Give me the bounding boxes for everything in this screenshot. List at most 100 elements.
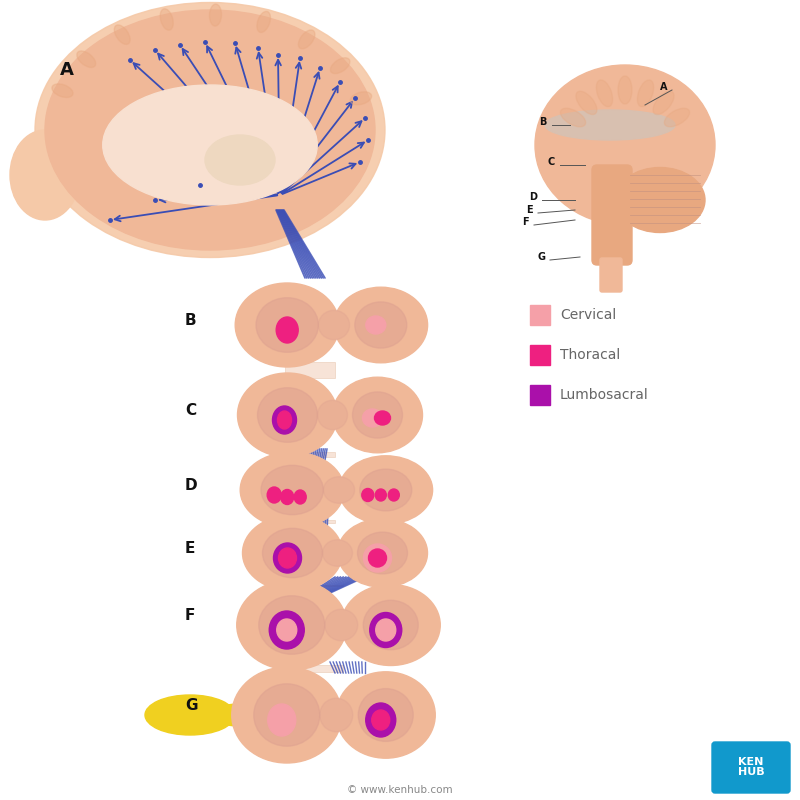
- Text: G: G: [185, 698, 198, 713]
- Ellipse shape: [362, 409, 382, 427]
- Ellipse shape: [366, 316, 386, 334]
- Text: KEN
HUB: KEN HUB: [738, 757, 764, 778]
- Ellipse shape: [240, 452, 344, 528]
- Ellipse shape: [358, 689, 414, 742]
- Ellipse shape: [376, 619, 396, 641]
- Text: D: D: [529, 192, 537, 202]
- Ellipse shape: [267, 487, 282, 503]
- Ellipse shape: [596, 80, 613, 106]
- Ellipse shape: [618, 76, 632, 104]
- Ellipse shape: [270, 611, 304, 649]
- Ellipse shape: [10, 130, 80, 220]
- Ellipse shape: [52, 84, 73, 98]
- Text: G: G: [537, 252, 545, 262]
- Ellipse shape: [360, 469, 412, 511]
- Ellipse shape: [274, 543, 302, 573]
- Text: E: E: [185, 541, 195, 556]
- Ellipse shape: [254, 684, 320, 746]
- Ellipse shape: [160, 9, 174, 30]
- Ellipse shape: [261, 466, 323, 514]
- Ellipse shape: [330, 58, 350, 74]
- FancyBboxPatch shape: [285, 520, 335, 523]
- Ellipse shape: [350, 92, 372, 105]
- Ellipse shape: [339, 456, 433, 524]
- FancyBboxPatch shape: [530, 305, 550, 325]
- Ellipse shape: [262, 528, 322, 578]
- Ellipse shape: [370, 613, 402, 647]
- Ellipse shape: [114, 25, 130, 44]
- Ellipse shape: [257, 11, 270, 33]
- FancyBboxPatch shape: [285, 452, 335, 457]
- Ellipse shape: [358, 532, 407, 574]
- Ellipse shape: [320, 698, 353, 732]
- Ellipse shape: [342, 585, 440, 666]
- Text: F: F: [522, 217, 529, 227]
- Ellipse shape: [238, 373, 338, 457]
- Text: B: B: [185, 313, 197, 328]
- Ellipse shape: [318, 310, 350, 340]
- Ellipse shape: [369, 549, 386, 567]
- Ellipse shape: [363, 600, 418, 650]
- Text: F: F: [185, 608, 195, 623]
- Ellipse shape: [294, 490, 306, 504]
- Ellipse shape: [336, 672, 435, 758]
- Text: D: D: [185, 478, 198, 493]
- Ellipse shape: [375, 489, 386, 501]
- FancyBboxPatch shape: [530, 345, 550, 365]
- Ellipse shape: [355, 302, 407, 348]
- Ellipse shape: [276, 317, 298, 343]
- Ellipse shape: [298, 30, 315, 49]
- Text: © www.kenhub.com: © www.kenhub.com: [347, 785, 453, 795]
- Ellipse shape: [323, 477, 354, 503]
- Text: A: A: [60, 61, 74, 79]
- Ellipse shape: [374, 411, 390, 425]
- Text: B: B: [540, 117, 547, 127]
- Ellipse shape: [242, 515, 342, 591]
- FancyBboxPatch shape: [287, 585, 342, 586]
- FancyBboxPatch shape: [285, 362, 335, 378]
- Ellipse shape: [145, 695, 235, 735]
- Ellipse shape: [77, 51, 96, 67]
- Ellipse shape: [318, 400, 347, 430]
- Ellipse shape: [273, 406, 297, 434]
- Ellipse shape: [205, 135, 275, 185]
- Ellipse shape: [388, 489, 399, 501]
- FancyBboxPatch shape: [600, 258, 622, 292]
- Ellipse shape: [653, 91, 674, 114]
- Text: Lumbosacral: Lumbosacral: [560, 388, 649, 402]
- Ellipse shape: [102, 85, 318, 205]
- FancyBboxPatch shape: [592, 165, 632, 265]
- Ellipse shape: [45, 10, 375, 250]
- Ellipse shape: [277, 619, 297, 641]
- FancyBboxPatch shape: [287, 665, 342, 672]
- Ellipse shape: [334, 287, 428, 363]
- Ellipse shape: [256, 298, 318, 352]
- Text: C: C: [185, 403, 196, 418]
- Ellipse shape: [576, 91, 597, 114]
- Ellipse shape: [362, 489, 374, 502]
- Ellipse shape: [353, 392, 402, 438]
- Ellipse shape: [235, 283, 339, 367]
- Ellipse shape: [210, 4, 222, 26]
- Ellipse shape: [363, 544, 391, 572]
- Text: A: A: [659, 82, 667, 92]
- Ellipse shape: [35, 2, 385, 258]
- FancyBboxPatch shape: [530, 385, 550, 405]
- Text: Thoracal: Thoracal: [560, 348, 620, 362]
- Ellipse shape: [615, 167, 705, 233]
- Text: Cervical: Cervical: [560, 308, 616, 322]
- Polygon shape: [276, 210, 325, 278]
- Ellipse shape: [561, 108, 586, 126]
- Ellipse shape: [281, 490, 294, 505]
- Ellipse shape: [366, 703, 396, 737]
- Ellipse shape: [545, 110, 675, 140]
- Ellipse shape: [664, 108, 690, 126]
- Ellipse shape: [278, 548, 297, 568]
- Text: E: E: [526, 205, 533, 215]
- Ellipse shape: [338, 519, 427, 587]
- Text: C: C: [548, 157, 555, 167]
- Ellipse shape: [258, 596, 325, 654]
- Ellipse shape: [638, 80, 654, 106]
- Ellipse shape: [237, 580, 346, 670]
- Ellipse shape: [210, 704, 270, 726]
